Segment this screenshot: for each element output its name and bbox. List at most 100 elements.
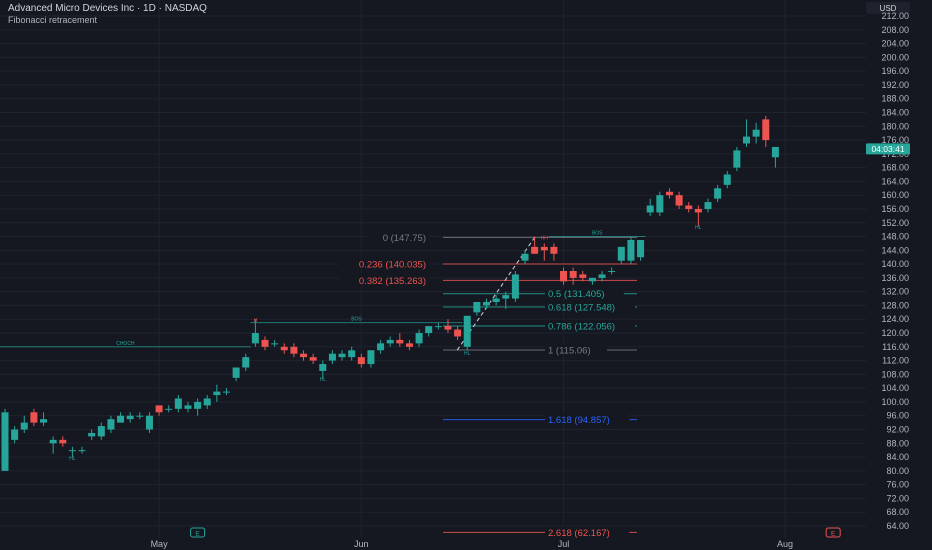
candle-body — [40, 419, 48, 423]
fib-label-background — [367, 231, 429, 243]
candle-body — [675, 195, 683, 206]
candle-body — [434, 326, 442, 328]
candle-body — [714, 188, 722, 199]
y-tick-label: 68.00 — [886, 507, 909, 517]
candle-body — [367, 350, 375, 365]
earnings-marker-label: E — [195, 531, 200, 538]
y-tick-label: 160.00 — [881, 190, 909, 200]
y-tick-label: 132.00 — [881, 287, 909, 297]
y-tick-label: 80.00 — [886, 466, 909, 476]
y-tick-label: 128.00 — [881, 300, 909, 310]
y-tick-label: 96.00 — [886, 411, 909, 421]
candle-body — [463, 315, 471, 347]
x-tick-label: Aug — [777, 539, 793, 549]
y-tick-label: 144.00 — [881, 245, 909, 255]
candle-body — [511, 274, 519, 299]
y-tick-label: 156.00 — [881, 204, 909, 214]
last-price-countdown: 04:03:41 — [871, 144, 904, 154]
candle-body — [78, 450, 86, 452]
fib-label-background — [545, 301, 635, 313]
symbol-title[interactable]: Advanced Micro Devices Inc · 1D · NASDAQ — [8, 3, 207, 14]
candle-body — [502, 295, 510, 299]
candle-body — [656, 195, 664, 213]
candle-body — [637, 239, 645, 258]
y-tick-label: 212.00 — [881, 11, 909, 21]
candle-body — [338, 353, 346, 358]
candle-body — [49, 439, 57, 444]
y-tick-label: 168.00 — [881, 163, 909, 173]
candle-body — [531, 246, 539, 254]
x-tick-label: Jul — [558, 539, 570, 549]
last-price-tag: 04:03:41 — [866, 143, 910, 155]
earnings-marker-label: E — [831, 531, 836, 538]
candle-body — [608, 271, 616, 272]
y-tick-label: 196.00 — [881, 66, 909, 76]
fib-level-label: 1.618 (94.857) — [548, 415, 610, 426]
y-tick-label: 180.00 — [881, 121, 909, 131]
candle-body — [694, 208, 702, 213]
y-tick-label: 140.00 — [881, 259, 909, 269]
candle-body — [588, 277, 596, 282]
x-tick-label: May — [151, 539, 169, 549]
candle-body — [733, 150, 741, 168]
candle-body — [483, 302, 490, 306]
candle-body — [319, 364, 327, 371]
candle-body — [598, 274, 606, 278]
fib-label-background — [545, 287, 624, 299]
fib-level-label: 0.618 (127.548) — [548, 303, 615, 314]
grid-lines — [0, 0, 866, 538]
candle-body — [405, 343, 413, 347]
y-tick-label: 104.00 — [881, 383, 909, 393]
y-tick-label: 100.00 — [881, 397, 909, 407]
fibonacci-retracement[interactable]: 0 (147.75) 0.236 (140.035) 0.382 (135.263)… — [339, 231, 637, 539]
currency-badge[interactable] — [866, 2, 910, 14]
structure-label: BOS — [592, 231, 603, 237]
y-tick-label: 164.00 — [881, 176, 909, 186]
fib-label-background — [339, 274, 429, 286]
indicator-name[interactable]: Fibonacci retracement — [8, 15, 98, 25]
candle-body — [521, 253, 529, 261]
candle-body — [290, 346, 298, 354]
fib-level-label: 0.786 (122.056) — [548, 321, 615, 332]
price-axis[interactable]: USD 212.00 208.00 204.00 200.00 196.00 192.00… — [866, 0, 932, 550]
fib-label-background — [545, 413, 630, 425]
fib-label-background — [339, 257, 429, 269]
candle-body — [560, 271, 568, 282]
candle-body — [627, 239, 635, 261]
y-tick-label: 116.00 — [882, 342, 909, 352]
earnings-marker — [190, 527, 206, 538]
y-tick-label: 112.00 — [882, 356, 909, 366]
y-tick-label: 84.00 — [886, 452, 909, 462]
structure-label: CHOCH — [116, 341, 135, 347]
candle-body — [396, 339, 404, 344]
candle-body — [579, 274, 587, 278]
candle-body — [68, 450, 76, 452]
candle-body — [454, 329, 462, 337]
y-tick-label: 208.00 — [881, 25, 909, 35]
y-tick-label: 204.00 — [881, 39, 909, 49]
candle-body — [685, 205, 693, 209]
candle-body — [280, 346, 288, 351]
candle-body — [261, 339, 269, 347]
candle-body — [386, 339, 394, 344]
candle-body — [203, 398, 211, 406]
candle-body — [1, 412, 9, 471]
candle-body — [665, 191, 673, 196]
candle-body — [444, 326, 452, 330]
candles — [1, 115, 779, 471]
fib-level-label: 0 (147.75) — [383, 233, 426, 244]
fib-level-label: 2.618 (62.167) — [548, 528, 610, 539]
candle-body — [425, 326, 433, 334]
fib-label-background — [545, 344, 607, 356]
swing-label: HL — [464, 351, 471, 357]
y-tick-label: 120.00 — [881, 328, 909, 338]
y-tick-label: 88.00 — [886, 438, 909, 448]
y-tick-label: 64.00 — [886, 521, 909, 531]
structure-lines: CHOCH BOS BOS — [0, 231, 646, 348]
swing-label: HH — [541, 236, 549, 242]
candle-body — [251, 333, 259, 344]
y-tick-label: 188.00 — [881, 94, 909, 104]
